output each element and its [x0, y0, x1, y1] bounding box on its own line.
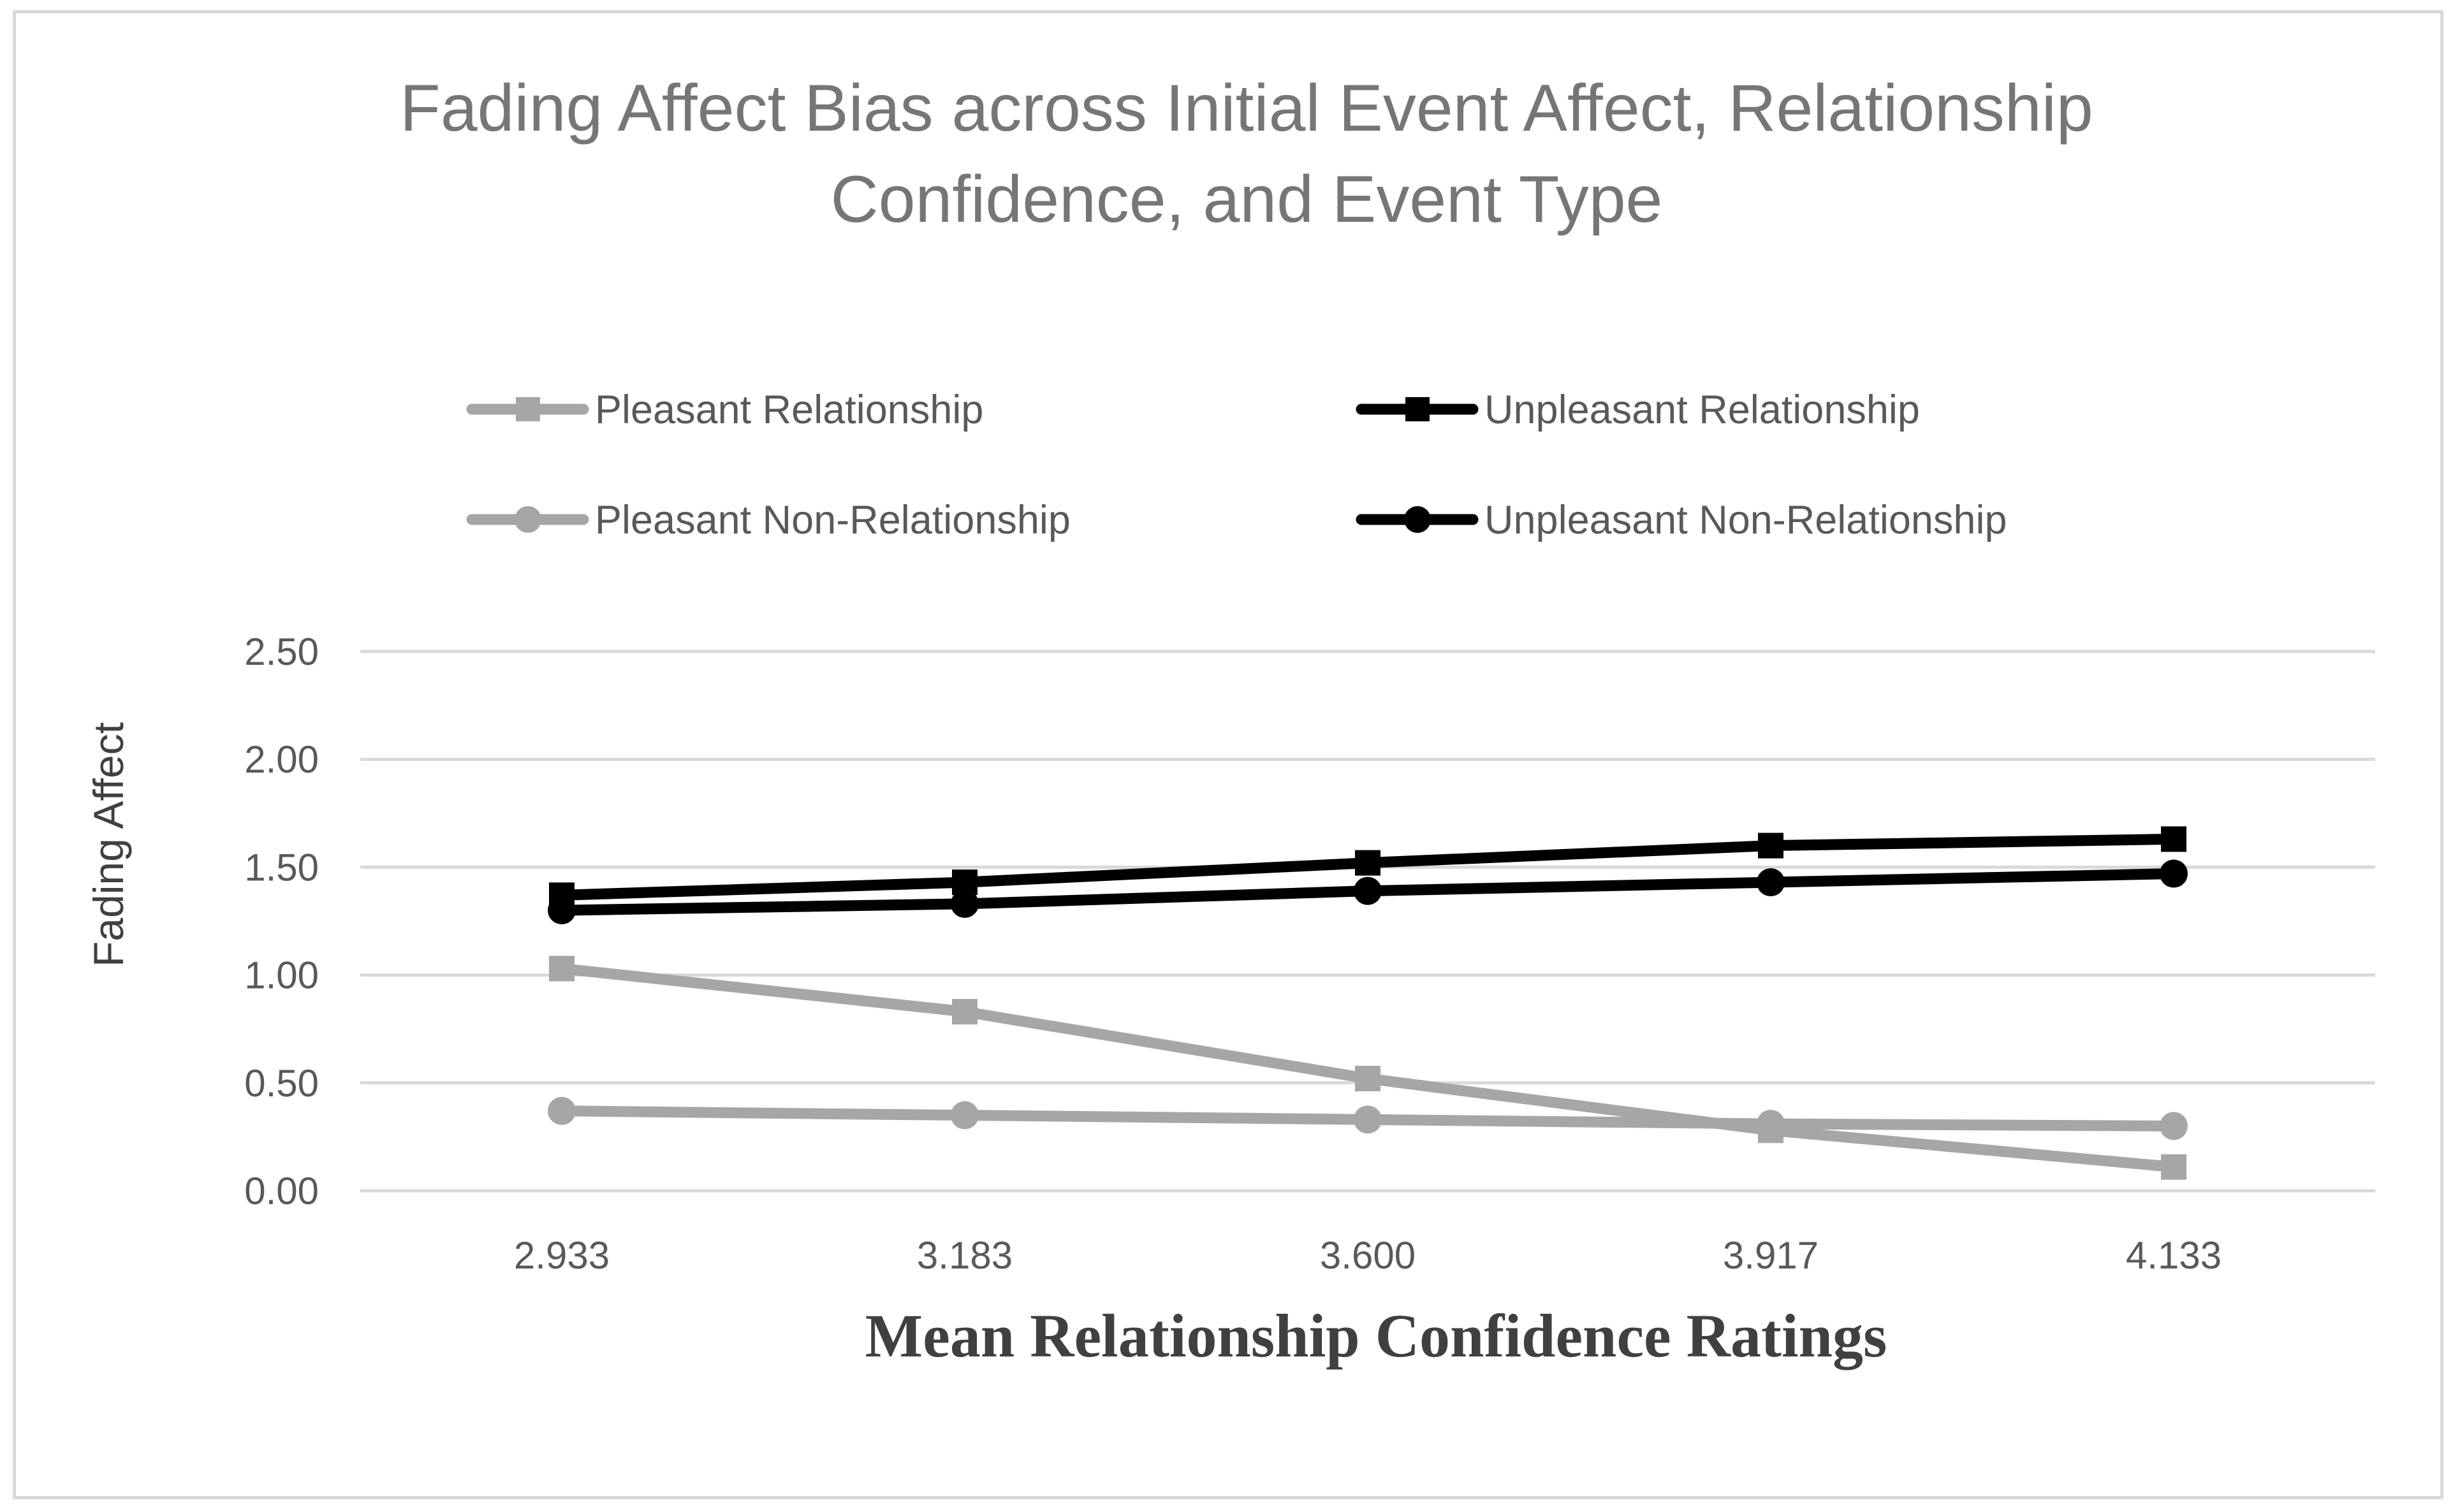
series-pleasant-non-relationship	[548, 1096, 2188, 1140]
y-tick-label-4: 2.00	[244, 738, 319, 781]
data-point-pleasant-non-relationship-1	[951, 1101, 979, 1130]
chart-frame	[13, 10, 2443, 1499]
data-point-pleasant-relationship-1	[952, 999, 977, 1025]
legend-item-pleasant-non-relationship: Pleasant Non-Relationship	[466, 498, 1071, 542]
series-unpleasant-non-relationship	[548, 859, 2188, 925]
x-axis-label: Mean Relationship Confidence Ratings	[865, 1302, 1887, 1370]
x-tick-label-1: 3.183	[917, 1234, 1013, 1277]
legend: Pleasant Relationship Unpleasant Relation…	[466, 388, 2007, 542]
y-axis-ticks: 0.00 0.50 1.00 1.50 2.00 2.50	[244, 630, 319, 1212]
x-tick-label-4: 4.133	[2126, 1234, 2222, 1277]
data-point-pleasant-non-relationship-4	[2160, 1112, 2188, 1140]
legend-marker-pleasant-relationship	[516, 397, 540, 421]
legend-item-unpleasant-non-relationship: Unpleasant Non-Relationship	[1356, 498, 2007, 542]
legend-item-pleasant-relationship: Pleasant Relationship	[466, 388, 983, 432]
legend-label-unpleasant-relationship: Unpleasant Relationship	[1484, 388, 1920, 432]
legend-marker-unpleasant-relationship	[1405, 397, 1430, 421]
data-point-unpleasant-non-relationship-1	[951, 889, 979, 918]
series-lines	[548, 826, 2188, 1180]
data-point-pleasant-non-relationship-2	[1354, 1105, 1382, 1134]
x-tick-label-3: 3.917	[1723, 1234, 1819, 1277]
x-tick-label-2: 3.600	[1320, 1234, 1416, 1277]
legend-marker-unpleasant-non-relationship	[1404, 506, 1431, 533]
y-axis-label: Fading Affect	[85, 722, 132, 967]
y-tick-label-5: 2.50	[244, 630, 319, 673]
x-axis-ticks: 2.933 3.183 3.600 3.917 4.133	[514, 1234, 2222, 1277]
data-point-unpleasant-relationship-2	[1355, 850, 1380, 876]
chart-title-line-2: Confidence, and Event Type	[831, 163, 1663, 236]
chart-title-line-1: Fading Affect Bias across Initial Event …	[400, 71, 2093, 145]
legend-label-unpleasant-non-relationship: Unpleasant Non-Relationship	[1484, 498, 2007, 542]
legend-item-unpleasant-relationship: Unpleasant Relationship	[1356, 388, 1920, 432]
y-tick-label-0: 0.00	[244, 1170, 319, 1212]
data-point-pleasant-relationship-4	[2161, 1154, 2186, 1180]
data-point-pleasant-non-relationship-0	[548, 1096, 576, 1125]
data-point-unpleasant-non-relationship-0	[548, 896, 576, 925]
data-point-pleasant-non-relationship-3	[1757, 1110, 1785, 1138]
series-pleasant-relationship	[549, 956, 2186, 1180]
legend-label-pleasant-relationship: Pleasant Relationship	[595, 388, 983, 432]
legend-marker-pleasant-non-relationship	[515, 506, 541, 533]
data-point-unpleasant-relationship-3	[1758, 832, 1783, 859]
data-point-pleasant-relationship-0	[549, 956, 575, 982]
legend-label-pleasant-non-relationship: Pleasant Non-Relationship	[595, 498, 1071, 542]
data-point-unpleasant-non-relationship-3	[1757, 868, 1785, 897]
y-tick-label-2: 1.00	[244, 954, 319, 997]
data-point-unpleasant-non-relationship-2	[1354, 876, 1382, 905]
series-unpleasant-relationship	[549, 826, 2186, 908]
y-tick-label-1: 0.50	[244, 1062, 319, 1105]
data-point-pleasant-relationship-2	[1355, 1066, 1380, 1092]
data-point-unpleasant-relationship-4	[2161, 826, 2186, 852]
y-tick-label-3: 1.50	[244, 846, 319, 889]
data-point-unpleasant-non-relationship-4	[2160, 859, 2188, 888]
x-tick-label-0: 2.933	[514, 1234, 610, 1277]
